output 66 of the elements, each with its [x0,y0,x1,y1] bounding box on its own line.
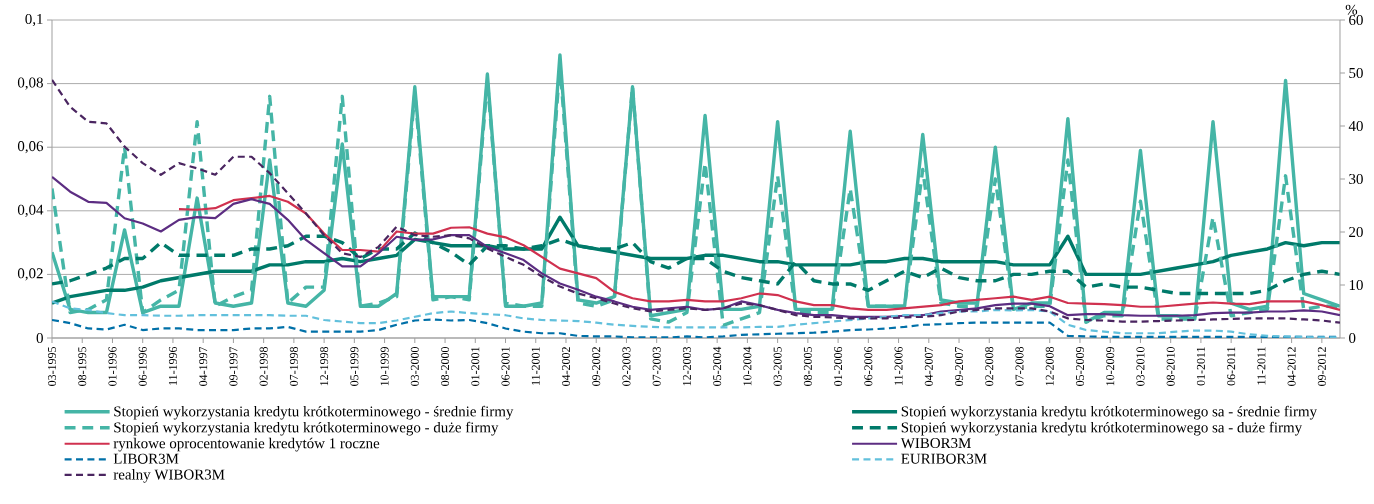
x-tick-label: 08-2000 [441,346,450,386]
x-tick-label: 10-1999 [380,347,389,386]
legend-label: Stopień wykorzystania kredytu krótkoterminowego - średnie firmy [114,405,514,420]
x-tick-label: 02-2003 [622,346,631,386]
x-tick-label: 05-1999 [350,347,359,386]
x-tick-label: 02-2008 [985,346,994,386]
x-tick-label: 03-2005 [773,346,782,386]
x-tick-label: 09-2012 [1317,347,1326,386]
y2-tick-label: 60 [1349,14,1363,26]
y2-tick-label: 0 [1349,332,1356,344]
x-tick-label: 03-2010 [1136,346,1145,386]
y-tick-label: 0,04 [17,204,44,217]
y-tick-label: 0,06 [17,141,44,154]
x-tick-label: 08-1995 [78,346,87,386]
x-tick-label: 06-2001 [501,347,510,386]
legend-label: Stopień wykorzystania kredytu krótkoterminowego sa - duże firmy [901,421,1303,436]
x-tick-label: 06-1996 [138,346,147,386]
x-tick-label: 03-1995 [47,346,57,386]
x-tick-label: 06-2006 [864,346,873,386]
x-tick-label: 11-1996 [168,346,177,385]
x-tick-label: 08-2005 [803,346,812,386]
legend-label: WIBOR3M [900,438,971,449]
y2-tick-label: 30 [1349,173,1363,185]
x-tick-label: 07-2003 [652,346,661,386]
y-tick-label: 0,1 [25,13,43,27]
y2-tick-label: 20 [1349,226,1363,238]
x-tick-label: 09-1997 [229,346,238,386]
x-tick-label: 10-2004 [743,346,752,386]
x-tick-label: 06-2011 [1227,347,1236,386]
legend-label: rynkowe oprocentowanie kredytów 1 roczne [113,437,380,452]
x-tick-label: 12-2003 [682,346,691,386]
x-tick-label: 04-2007 [924,346,933,386]
legend-label: realny WIBOR3M [113,469,225,483]
x-tick-label: 03-2000 [410,346,419,386]
x-tick-label: 07-2008 [1015,346,1024,386]
legend-label: Stopień wykorzystania kredytu krótkoterminowego sa - średnie firmy [901,405,1317,420]
x-tick-label: 10-2009 [1106,347,1115,386]
legend-label: Stopień wykorzystania kredytu krótkoterminowego - duże firmy [114,421,499,436]
x-tick-label: 11-2001 [531,347,540,385]
x-tick-label: 05-2004 [713,346,722,386]
x-tick-label: 08-2010 [1166,346,1175,386]
x-tick-label: 04-2002 [561,347,571,386]
y2-axis-title: % [1345,4,1358,15]
y-tick-label: 0 [36,332,43,344]
x-tick-label: 12-1998 [320,346,329,386]
x-tick-label: 01-2001 [471,347,480,386]
x-tick-label: 04-1997 [199,346,208,386]
y-tick-label: 0,02 [17,268,43,281]
legend-label: LIBOR3M [113,453,179,464]
y2-tick-label: 40 [1348,120,1363,132]
x-tick-label: 09-2002 [592,347,601,386]
x-tick-label: 11-2011 [1257,347,1266,385]
x-tick-label: 11-2006 [894,346,903,385]
x-tick-label: 04-2012 [1287,347,1296,386]
y2-tick-label: 10 [1349,279,1363,291]
x-tick-label: 09-2007 [955,346,964,386]
y-tick-label: 0,08 [17,77,43,90]
x-tick-label: 01-2011 [1196,347,1205,386]
y2-tick-label: 50 [1349,67,1363,79]
legend-label: EURIBOR3M [901,453,987,464]
x-tick-label: 05-2009 [1075,347,1084,386]
x-tick-label: 01-2006 [834,346,843,386]
x-tick-label: 02-1998 [259,346,268,386]
x-tick-label: 12-2008 [1045,346,1054,386]
x-tick-label: 01-1996 [108,346,117,386]
x-tick-label: 07-1998 [289,346,298,386]
